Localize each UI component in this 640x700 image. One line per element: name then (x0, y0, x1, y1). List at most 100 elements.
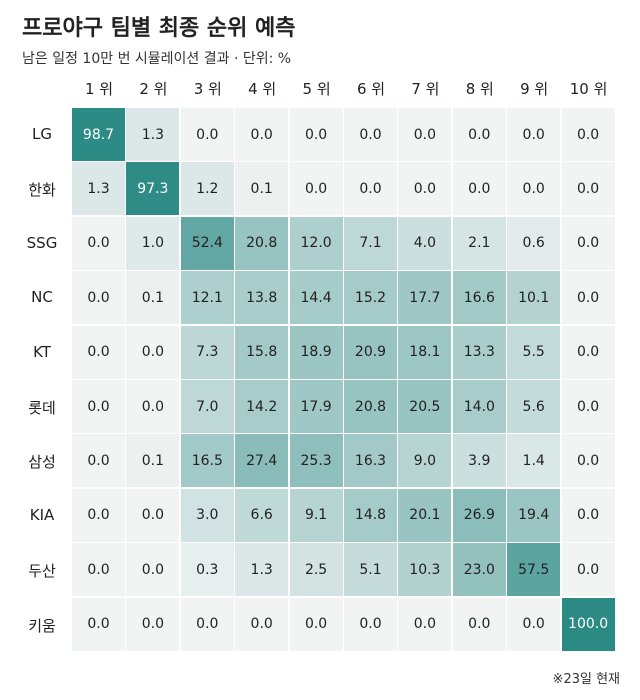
heatmap-cell: 13.3 (452, 325, 506, 379)
heatmap-cell: 20.9 (344, 325, 397, 379)
heatmap-cell: 97.3 (126, 162, 180, 216)
heatmap-cell: 0.0 (561, 325, 615, 379)
heatmap-cell: 0.6 (507, 216, 561, 270)
heatmap-cell: 18.1 (398, 325, 452, 379)
heatmap-cell: 27.4 (235, 434, 289, 488)
row-label: 키움 (28, 616, 56, 635)
heatmap-cell: 19.4 (507, 488, 561, 542)
heatmap-cell: 0.3 (180, 543, 234, 597)
heatmap-cell: 3.0 (180, 488, 234, 542)
heatmap-cell: 0.0 (72, 380, 125, 433)
heatmap-cell: 0.0 (561, 271, 615, 325)
heatmap-cell: 20.8 (344, 380, 397, 433)
row-label: 삼성 (28, 453, 56, 472)
heatmap-cell: 23.0 (452, 543, 506, 597)
heatmap-cell: 52.4 (180, 216, 234, 270)
heatmap-cell: 7.3 (180, 325, 234, 379)
heatmap-cell: 1.4 (507, 434, 561, 488)
heatmap-cell: 2.5 (289, 543, 343, 597)
heatmap-cell: 12.1 (180, 271, 234, 325)
heatmap-cell: 100.0 (561, 597, 615, 651)
heatmap-cell: 0.0 (126, 488, 180, 542)
heatmap-cell: 0.1 (126, 271, 180, 325)
row-label: SSG (26, 233, 58, 252)
heatmap-cell: 0.0 (561, 488, 615, 542)
heatmap-cell: 15.2 (344, 271, 397, 325)
heatmap-cell: 0.0 (126, 543, 180, 597)
heatmap-cell: 0.0 (398, 597, 452, 651)
heatmap-cell: 16.6 (452, 271, 506, 325)
heatmap-cell: 14.2 (235, 380, 289, 433)
heatmap-cell: 20.5 (398, 380, 452, 433)
heatmap-cell: 0.0 (344, 597, 397, 651)
column-header: 7 위 (411, 80, 440, 98)
row-label: 롯데 (28, 399, 56, 417)
column-header: 1 위 (84, 80, 114, 98)
heatmap-cell: 10.3 (398, 543, 452, 597)
column-header: 4 위 (248, 80, 277, 98)
heatmap-cell: 9.0 (398, 434, 452, 488)
heatmap-cell: 0.0 (126, 380, 180, 433)
heatmap-cell: 0.0 (452, 108, 506, 161)
heatmap-cell: 0.0 (398, 162, 452, 216)
heatmap-cell: 25.3 (289, 434, 343, 488)
heatmap-cell: 0.0 (452, 162, 506, 216)
heatmap-cell: 12.0 (289, 216, 343, 270)
column-header: 9 위 (520, 80, 549, 98)
heatmap-cell: 0.1 (126, 434, 180, 488)
heatmap-cell: 16.3 (344, 434, 397, 488)
heatmap-cell: 0.1 (235, 162, 289, 216)
heatmap-cell: 0.0 (561, 216, 615, 270)
row-label: KT (33, 342, 51, 361)
row-label: 두산 (28, 562, 56, 581)
heatmap-cell: 0.0 (452, 597, 506, 651)
heatmap-cell: 0.0 (72, 325, 125, 379)
heatmap-cell: 3.9 (452, 434, 506, 488)
heatmap-cell: 6.6 (235, 488, 289, 542)
heatmap-cell: 20.8 (235, 216, 289, 270)
heatmap-cell: 0.0 (561, 162, 615, 216)
heatmap-cell: 0.0 (72, 597, 125, 651)
heatmap-cell: 13.8 (235, 271, 289, 325)
column-header: 8 위 (465, 80, 494, 98)
heatmap-cell: 5.5 (507, 325, 561, 379)
heatmap-cell: 20.1 (398, 488, 452, 542)
row-label: 한화 (28, 181, 56, 200)
heatmap-cell: 0.0 (180, 108, 234, 161)
heatmap-cell: 0.0 (72, 271, 125, 325)
heatmap-cell: 14.4 (289, 271, 343, 325)
heatmap-cell: 0.0 (235, 597, 289, 651)
chart-subtitle: 남은 일정 10만 번 시뮬레이션 결과 · 단위: % (22, 51, 292, 67)
heatmap-cell: 0.0 (235, 108, 289, 161)
heatmap-cell: 0.0 (126, 325, 180, 379)
footnote: ※23일 현재 (552, 672, 620, 687)
heatmap-cell: 16.5 (180, 434, 234, 488)
heatmap-cell: 0.0 (289, 162, 343, 216)
heatmap-cell: 98.7 (72, 108, 125, 161)
heatmap-cell: 26.9 (452, 488, 506, 542)
heatmap-cell: 0.0 (72, 543, 125, 597)
heatmap-cell: 0.0 (180, 597, 234, 651)
heatmap-cell: 1.3 (72, 162, 125, 216)
heatmap-cell: 0.0 (72, 216, 125, 270)
column-header: 3 위 (193, 80, 222, 98)
heatmap-cell: 0.0 (72, 488, 125, 542)
heatmap-cell: 10.1 (507, 271, 561, 325)
heatmap-cell: 0.0 (561, 380, 615, 433)
heatmap-cell: 0.0 (507, 597, 561, 651)
heatmap-cell: 1.3 (126, 108, 180, 161)
chart-title: 프로야구 팀별 최종 순위 예측 (22, 16, 296, 41)
heatmap-cell: 0.0 (507, 108, 561, 161)
heatmap-cell: 0.0 (561, 434, 615, 488)
heatmap-cell: 18.9 (289, 325, 343, 379)
column-header: 2 위 (139, 80, 168, 98)
heatmap-cell: 5.1 (344, 543, 397, 597)
heatmap-cell: 9.1 (289, 488, 343, 542)
heatmap-cell: 2.1 (452, 216, 506, 270)
heatmap-cell: 0.0 (561, 108, 615, 161)
heatmap-cell: 0.0 (398, 108, 452, 161)
heatmap-cell: 1.0 (126, 216, 180, 270)
heatmap-cell: 14.0 (452, 380, 506, 433)
heatmap-cell: 1.3 (235, 543, 289, 597)
row-label: NC (31, 288, 53, 307)
